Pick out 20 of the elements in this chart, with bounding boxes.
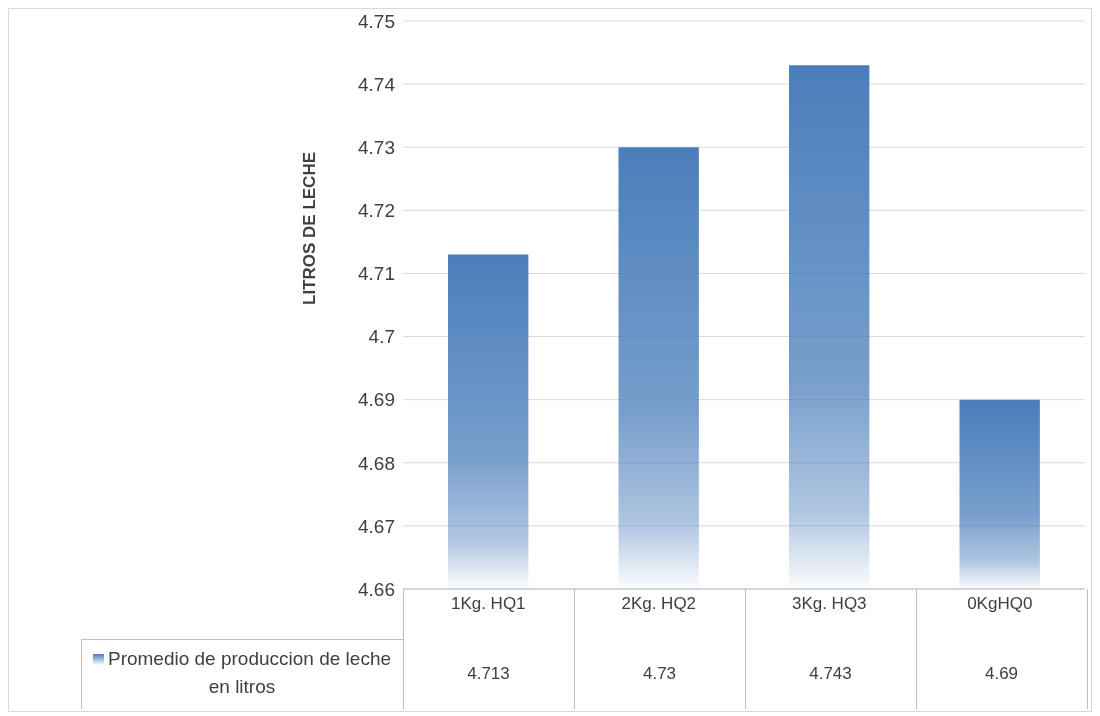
x-tick-label: 3Kg. HQ3 [791,594,867,614]
y-tick-label: 4.71 [358,263,395,285]
x-tick-label: 2Kg. HQ2 [621,594,697,614]
y-tick-label: 4.75 [358,10,395,32]
data-label: 4.69 [983,663,1020,685]
legend-label: Promedio de produccion de leche en litros [106,647,393,699]
y-tick-label: 4.73 [358,136,395,158]
data-label: 4.743 [808,663,853,685]
x-tick-label: 0KgHQ0 [967,594,1033,614]
data-label: 4.73 [641,663,678,685]
y-tick-label: 4.74 [358,73,396,95]
y-tick-label: 4.66 [358,578,395,600]
y-axis-title: LITROS DE LECHE [300,151,320,305]
y-tick-label: 4.72 [358,200,395,222]
y-tick-label: 4.67 [358,515,395,537]
data-label: 4.713 [466,663,511,685]
y-tick-label: 4.7 [368,326,395,348]
y-tick-label: 4.69 [358,389,395,411]
y-tick-label: 4.68 [358,452,395,474]
x-tick-label: 1Kg. HQ1 [450,594,526,614]
